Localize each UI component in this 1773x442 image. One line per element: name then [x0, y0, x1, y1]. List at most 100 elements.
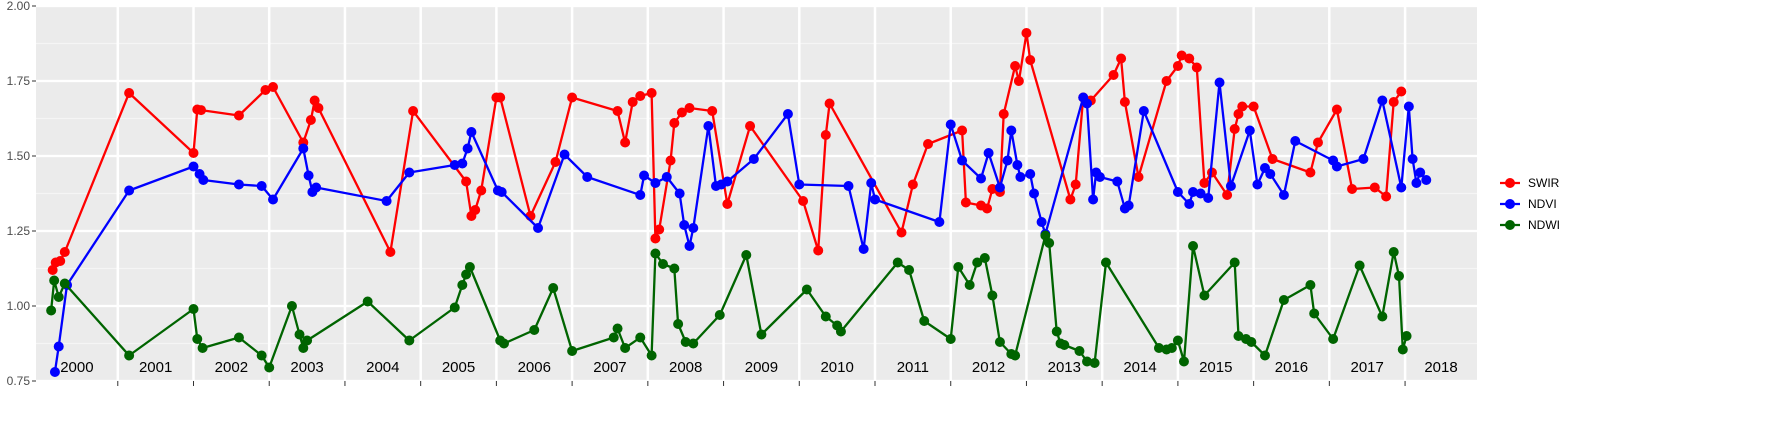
year-label: 2013	[1048, 359, 1081, 376]
ndwi-point	[979, 253, 990, 263]
swir-point	[55, 256, 66, 266]
ndwi-point	[608, 332, 619, 343]
ndwi-point	[302, 335, 313, 346]
ndvi-point	[49, 367, 60, 377]
ndvi-point	[1188, 187, 1199, 197]
swir-point	[470, 205, 481, 215]
ndwi-point	[1309, 308, 1320, 319]
swir-point	[620, 137, 631, 148]
legend: SWIR NDVI NDWI	[1500, 176, 1560, 232]
ndvi-point	[1012, 160, 1023, 170]
ndwi-point	[1100, 257, 1111, 268]
ndvi-point	[466, 127, 477, 137]
ndvi-point	[1094, 172, 1105, 182]
year-label: 2017	[1351, 359, 1384, 376]
ndvi-point	[404, 167, 415, 178]
swir-point	[476, 185, 487, 196]
ndwi-point	[233, 332, 244, 343]
legend-key-point	[1505, 199, 1515, 209]
ndwi-point	[1199, 290, 1210, 301]
ndwi-point	[801, 284, 812, 295]
ndwi-point	[1354, 260, 1365, 271]
ndvi-point	[1029, 188, 1040, 199]
ndvi-point	[650, 178, 661, 188]
ndwi-point	[1172, 335, 1183, 346]
swir-point	[550, 157, 561, 167]
ndvi-point	[674, 188, 685, 199]
ndwi-point	[1089, 358, 1100, 368]
ndwi-point	[1377, 311, 1388, 322]
ndwi-point	[464, 262, 475, 272]
ndwi-point	[1388, 247, 1399, 257]
swir-point	[907, 179, 918, 190]
series-swir	[47, 28, 1407, 275]
ndvi-point	[582, 172, 593, 182]
swir-point	[268, 82, 279, 92]
swir-point	[1161, 76, 1172, 86]
swir-point	[1065, 194, 1076, 205]
ndwi-point	[1394, 271, 1405, 281]
ndwi-point	[1040, 230, 1051, 241]
ndwi-point	[1397, 344, 1408, 355]
ndwi-point	[294, 329, 305, 340]
year-label: 2006	[518, 359, 551, 376]
ndwi-point	[548, 283, 559, 293]
ndvi-point	[298, 143, 309, 154]
ndvi-point	[1244, 125, 1255, 136]
legend-key-point	[1505, 178, 1515, 188]
ndwi-point	[192, 334, 203, 344]
year-label: 2005	[442, 359, 475, 376]
swir-point	[627, 97, 638, 107]
ndwi-point	[53, 292, 64, 302]
ndwi-point	[919, 316, 930, 326]
swir-point	[461, 176, 472, 187]
ndwi-point	[457, 280, 468, 290]
y-tick-label: 0.75	[7, 374, 31, 388]
ndwi-point	[256, 350, 267, 361]
ndvi-point	[1421, 175, 1432, 185]
year-label: 2001	[139, 359, 172, 376]
ndvi-point	[1203, 193, 1214, 203]
ndvi-point	[533, 223, 544, 233]
swir-point	[646, 88, 657, 98]
ndwi-point	[635, 332, 646, 343]
ndwi-point	[362, 296, 373, 307]
swir-point	[260, 85, 271, 95]
y-tick-label: 1.75	[7, 74, 31, 88]
legend-label-swir: SWIR	[1528, 176, 1560, 190]
ndvi-point	[1172, 187, 1183, 197]
swir-point	[1013, 76, 1024, 86]
ndvi-point	[983, 148, 994, 158]
ndwi-point	[741, 250, 752, 260]
ndvi-point	[722, 176, 733, 187]
ndwi-point	[680, 337, 691, 347]
ndwi-point	[657, 259, 668, 269]
ndwi-point	[1010, 350, 1021, 361]
ndvi-point	[256, 181, 267, 191]
series-ndvi	[49, 77, 1432, 377]
swir-point	[47, 265, 58, 275]
swir-point	[1070, 179, 1081, 190]
ndvi-point	[1036, 217, 1047, 227]
ndwi-point	[612, 323, 623, 334]
year-label: 2004	[366, 359, 399, 376]
ndvi-point	[1195, 188, 1206, 199]
swir-point	[1233, 109, 1244, 119]
swir-point	[1331, 104, 1342, 115]
swir-point	[960, 197, 971, 208]
swir-point	[813, 245, 824, 256]
ndwi-point	[1259, 350, 1270, 361]
ndwi-point	[673, 319, 684, 329]
year-label: 2003	[290, 359, 323, 376]
ndvi-point	[311, 182, 322, 193]
legend-label-ndwi: NDWI	[1528, 218, 1560, 232]
ndwi-point	[264, 362, 275, 373]
swir-point	[824, 98, 835, 109]
ndvi-point	[449, 160, 460, 170]
year-label: 2012	[972, 359, 1005, 376]
ndvi-point	[53, 341, 64, 352]
ndvi-point	[688, 223, 699, 233]
swir-point	[1172, 61, 1183, 71]
ndwi-point	[945, 334, 956, 344]
swir-point	[650, 233, 661, 244]
